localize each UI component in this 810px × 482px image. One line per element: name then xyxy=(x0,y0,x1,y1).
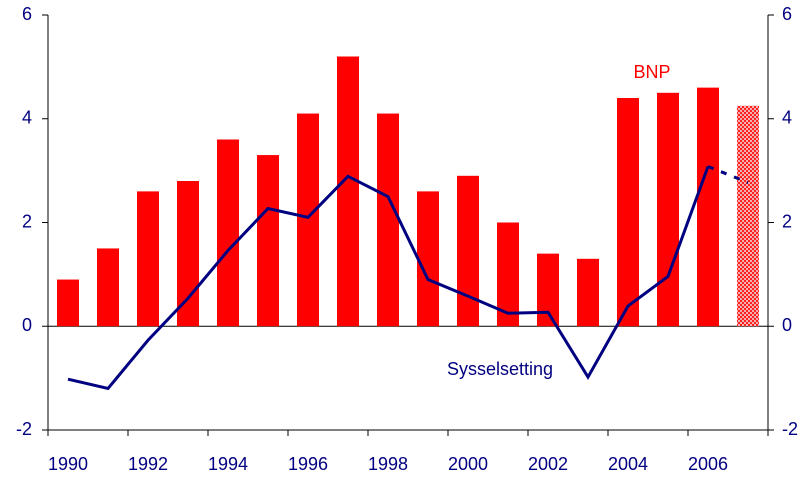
y-tick-label: -2 xyxy=(16,419,32,439)
y2-tick-label: 0 xyxy=(782,315,792,335)
y2-tick-label: 4 xyxy=(782,108,792,128)
y-tick-label: 2 xyxy=(22,211,32,231)
bar xyxy=(577,258,599,327)
line xyxy=(67,165,710,391)
bar xyxy=(417,191,439,327)
bar xyxy=(217,139,239,327)
x-tick-label: 2002 xyxy=(528,454,568,474)
x-tick-label: 1992 xyxy=(128,454,168,474)
y2-tick-label: 2 xyxy=(782,211,792,231)
x-tick-label: 1994 xyxy=(208,454,248,474)
x-tick-label: 1990 xyxy=(48,454,88,474)
bar xyxy=(657,92,679,327)
x-tick-label: 1996 xyxy=(288,454,328,474)
x-tick-label: 2006 xyxy=(688,454,728,474)
bar xyxy=(97,248,119,327)
bar xyxy=(537,253,559,327)
bar xyxy=(737,105,759,327)
bar xyxy=(257,155,279,327)
series-label: BNP xyxy=(633,62,670,82)
y-tick-label: 6 xyxy=(22,4,32,24)
bar xyxy=(57,279,79,327)
bar xyxy=(377,113,399,327)
bar xyxy=(297,113,319,327)
y-tick-label: 0 xyxy=(22,315,32,335)
bar xyxy=(617,98,639,327)
x-tick-label: 2000 xyxy=(448,454,488,474)
x-tick-label: 1998 xyxy=(368,454,408,474)
y-tick-label: 4 xyxy=(22,108,32,128)
x-tick-label: 2004 xyxy=(608,454,648,474)
bar xyxy=(337,56,359,327)
series-label: Sysselsetting xyxy=(447,359,553,379)
bar xyxy=(137,191,159,327)
bar xyxy=(697,87,719,327)
bar xyxy=(497,222,519,327)
bar xyxy=(457,175,479,327)
y2-tick-label: -2 xyxy=(782,419,798,439)
y2-tick-label: 6 xyxy=(782,4,792,24)
